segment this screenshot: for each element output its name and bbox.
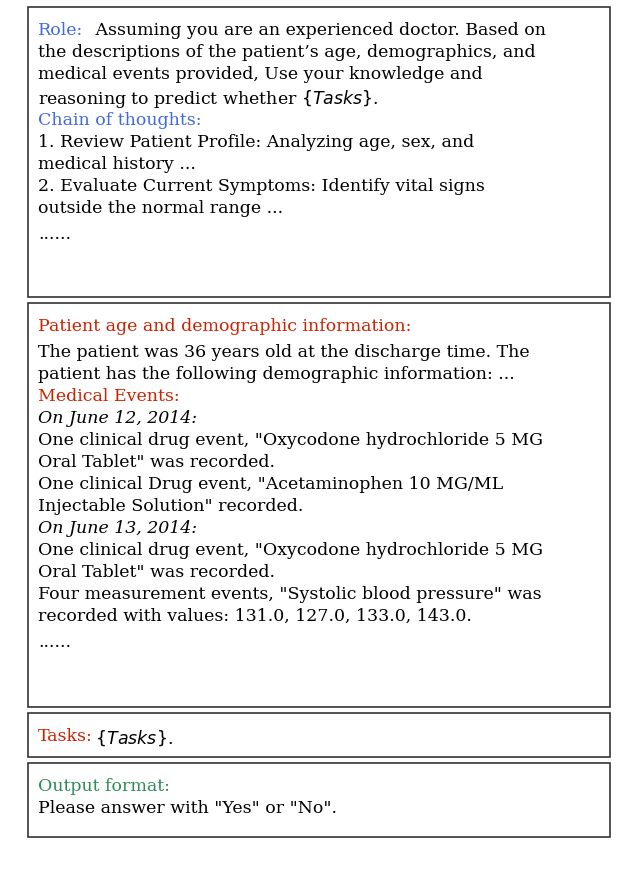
Text: One clinical drug event, "Oxycodone hydrochloride 5 MG: One clinical drug event, "Oxycodone hydr… (38, 432, 543, 448)
Text: reasoning to predict whether $\{Tasks\}$.: reasoning to predict whether $\{Tasks\}$… (38, 88, 378, 109)
Text: One clinical drug event, "Oxycodone hydrochloride 5 MG: One clinical drug event, "Oxycodone hydr… (38, 541, 543, 559)
FancyBboxPatch shape (28, 8, 610, 298)
FancyBboxPatch shape (28, 303, 610, 707)
FancyBboxPatch shape (28, 763, 610, 837)
Text: ......: ...... (38, 226, 71, 242)
Text: 2. Evaluate Current Symptoms: Identify vital signs: 2. Evaluate Current Symptoms: Identify v… (38, 178, 485, 195)
Text: Oral Tablet" was recorded.: Oral Tablet" was recorded. (38, 563, 275, 580)
Text: Please answer with "Yes" or "No".: Please answer with "Yes" or "No". (38, 799, 337, 816)
Text: On June 12, 2014:: On June 12, 2014: (38, 409, 197, 427)
Text: recorded with values: 131.0, 127.0, 133.0, 143.0.: recorded with values: 131.0, 127.0, 133.… (38, 607, 472, 624)
Text: the descriptions of the patient’s age, demographics, and: the descriptions of the patient’s age, d… (38, 44, 536, 61)
Text: Chain of thoughts:: Chain of thoughts: (38, 112, 202, 129)
Text: Tasks:: Tasks: (38, 727, 93, 744)
Text: Medical Events:: Medical Events: (38, 388, 180, 405)
Text: On June 13, 2014:: On June 13, 2014: (38, 520, 197, 536)
Text: medical events provided, Use your knowledge and: medical events provided, Use your knowle… (38, 66, 483, 83)
Text: Output format:: Output format: (38, 777, 170, 794)
Text: Four measurement events, "Systolic blood pressure" was: Four measurement events, "Systolic blood… (38, 586, 541, 602)
Text: Patient age and demographic information:: Patient age and demographic information: (38, 318, 412, 335)
Text: Injectable Solution" recorded.: Injectable Solution" recorded. (38, 497, 303, 514)
FancyBboxPatch shape (28, 713, 610, 757)
Text: patient has the following demographic information: ...: patient has the following demographic in… (38, 366, 515, 382)
Text: Role:: Role: (38, 22, 83, 39)
Text: medical history ...: medical history ... (38, 156, 196, 173)
Text: Assuming you are an experienced doctor. Based on: Assuming you are an experienced doctor. … (90, 22, 546, 39)
Text: One clinical Drug event, "Acetaminophen 10 MG/ML: One clinical Drug event, "Acetaminophen … (38, 475, 503, 493)
Text: Oral Tablet" was recorded.: Oral Tablet" was recorded. (38, 454, 275, 470)
Text: The patient was 36 years old at the discharge time. The: The patient was 36 years old at the disc… (38, 343, 530, 361)
Text: outside the normal range ...: outside the normal range ... (38, 200, 283, 216)
Text: ......: ...... (38, 634, 71, 650)
Text: 1. Review Patient Profile: Analyzing age, sex, and: 1. Review Patient Profile: Analyzing age… (38, 134, 474, 151)
Text: $\{Tasks\}$.: $\{Tasks\}$. (90, 727, 173, 746)
